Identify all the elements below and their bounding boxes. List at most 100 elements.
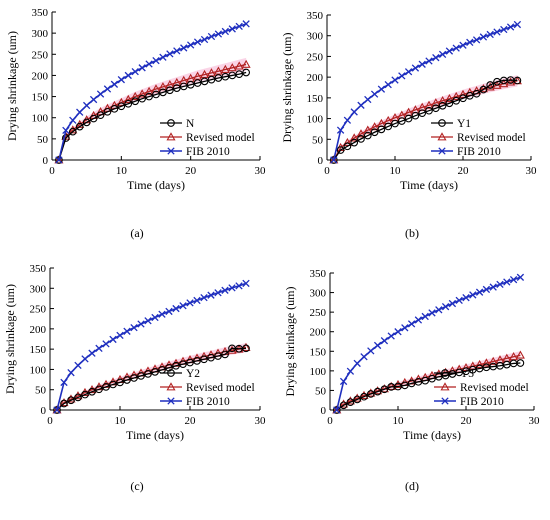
data-point-revised bbox=[206, 68, 217, 77]
data-point-fib bbox=[398, 72, 406, 80]
legend-label-revised: Revised model bbox=[460, 382, 529, 394]
data-point-fib bbox=[173, 47, 181, 55]
data-point-fib bbox=[370, 90, 379, 98]
data-point-revised bbox=[213, 66, 223, 75]
data-point-measured bbox=[411, 111, 420, 120]
data-point-fib bbox=[235, 22, 243, 31]
data-point-fib bbox=[159, 53, 167, 61]
data-point-revised bbox=[438, 96, 448, 105]
data-point-measured bbox=[513, 76, 522, 85]
panel-label: (d) bbox=[405, 479, 419, 493]
data-point-fib bbox=[117, 75, 125, 84]
data-point-fib bbox=[81, 355, 89, 363]
data-point-measured bbox=[445, 99, 454, 108]
data-point-fib bbox=[516, 273, 525, 281]
data-point-fib bbox=[137, 320, 145, 328]
panel-label: (a) bbox=[130, 226, 143, 240]
data-point-fib bbox=[394, 328, 402, 336]
legend-label-revised: Revised model bbox=[186, 382, 255, 394]
data-point-fib bbox=[242, 279, 250, 288]
data-point-measured bbox=[418, 109, 427, 118]
x-tick-label: 0 bbox=[324, 165, 330, 177]
data-point-fib bbox=[109, 335, 117, 344]
y-tick-label: 200 bbox=[30, 324, 47, 336]
panel-label: (c) bbox=[130, 479, 143, 493]
data-point-fib bbox=[187, 41, 195, 49]
y-tick-label: 250 bbox=[32, 49, 49, 61]
data-point-fib bbox=[438, 50, 447, 59]
chart-panel-3: 0 50 100 150 200 250 300 350 0 10 20 30 Time (days) D… bbox=[3, 263, 266, 493]
data-point-fib bbox=[221, 27, 229, 36]
data-point-fib bbox=[123, 327, 131, 335]
data-point-measured bbox=[172, 84, 181, 92]
data-point-measured bbox=[366, 390, 375, 398]
data-point-fib bbox=[387, 332, 395, 340]
data-point-fib bbox=[116, 331, 124, 340]
data-point-fib bbox=[88, 349, 96, 357]
data-point-revised bbox=[227, 63, 237, 72]
data-point-revised bbox=[506, 77, 516, 86]
data-point-measured bbox=[53, 406, 61, 414]
data-point-revised bbox=[431, 98, 441, 107]
data-point-revised bbox=[356, 129, 366, 138]
data-point-fib bbox=[472, 36, 481, 44]
data-point-measured bbox=[516, 359, 525, 367]
chart-panel-2: 0 50 100 150 200 250 300 350 0 10 20 30 Time (days) D… bbox=[280, 10, 537, 240]
data-point-fib bbox=[493, 28, 501, 36]
legend-marker-revised bbox=[440, 382, 450, 391]
data-point-measured bbox=[186, 358, 194, 367]
y-tick-label: 350 bbox=[310, 268, 327, 280]
data-point-revised bbox=[352, 393, 362, 402]
data-point-measured bbox=[130, 374, 138, 382]
revised-model-band bbox=[57, 342, 246, 410]
y-axis-label: Drying shrinkage (um) bbox=[3, 284, 17, 394]
x-tick-label: 30 bbox=[255, 165, 267, 177]
legend-marker-measured bbox=[167, 119, 175, 127]
data-point-fib bbox=[214, 289, 222, 297]
x-tick-label: 0 bbox=[327, 415, 333, 427]
y-tick-label: 50 bbox=[37, 134, 49, 146]
legend: Y2 Revised model FIB 2010 bbox=[160, 368, 255, 408]
y-tick-label: 350 bbox=[32, 7, 49, 19]
y-tick-label: 150 bbox=[32, 92, 49, 104]
data-point-revised bbox=[370, 122, 380, 131]
data-point-fib bbox=[411, 64, 420, 72]
data-point-revised bbox=[481, 358, 491, 367]
data-point-measured bbox=[110, 104, 119, 113]
data-point-fib bbox=[144, 317, 152, 325]
data-point-revised bbox=[220, 64, 230, 73]
y-tick-label: 100 bbox=[310, 366, 327, 378]
data-point-fib bbox=[89, 95, 98, 104]
data-point-measured bbox=[343, 142, 352, 151]
legend: Y3 Revised model FIB 2010 bbox=[434, 368, 529, 408]
data-point-measured bbox=[95, 385, 103, 394]
x-axis-label: Time (days) bbox=[403, 428, 461, 442]
data-point-fib bbox=[76, 108, 84, 116]
x-tick-label: 20 bbox=[461, 415, 473, 427]
data-point-measured bbox=[465, 91, 474, 100]
legend-marker-revised bbox=[437, 132, 447, 141]
legend-marker-fib bbox=[441, 397, 449, 405]
data-point-measured bbox=[336, 146, 345, 154]
data-point-measured bbox=[207, 75, 216, 84]
legend-label-measured: N bbox=[186, 118, 195, 130]
data-point-fib bbox=[360, 353, 368, 361]
data-point-fib bbox=[221, 286, 229, 294]
data-point-measured bbox=[479, 85, 488, 94]
data-point-revised bbox=[165, 79, 175, 89]
data-point-measured bbox=[89, 114, 98, 123]
data-point-fib bbox=[145, 60, 153, 68]
data-point-fib bbox=[489, 283, 497, 291]
data-point-measured bbox=[404, 114, 413, 123]
data-point-fib bbox=[214, 30, 223, 38]
data-point-measured bbox=[452, 96, 461, 105]
data-point-fib bbox=[165, 307, 173, 316]
y-tick-label: 150 bbox=[310, 346, 327, 358]
data-point-measured bbox=[363, 131, 372, 140]
data-point-measured bbox=[96, 111, 105, 120]
data-point-fib bbox=[357, 101, 365, 109]
y-tick-label: 0 bbox=[43, 155, 49, 167]
data-point-fib bbox=[509, 275, 518, 284]
data-point-measured bbox=[159, 88, 167, 97]
data-point-fib bbox=[131, 67, 139, 76]
